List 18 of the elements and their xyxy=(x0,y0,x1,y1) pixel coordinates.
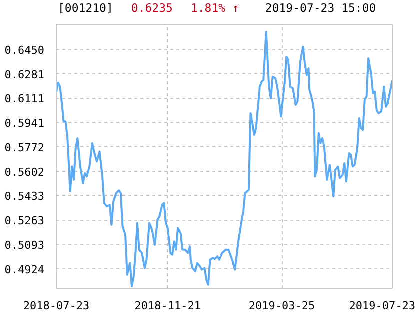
y-tick-label: 0.6450 xyxy=(4,44,45,58)
x-tick-label: 2019-03-25 xyxy=(248,300,316,312)
y-tick-label: 0.6281 xyxy=(4,68,45,82)
y-tick-label: 0.5433 xyxy=(4,190,45,204)
y-tick-label: 0.6111 xyxy=(4,92,45,106)
x-tick-label: 2018-07-23 xyxy=(23,300,90,312)
chart-title: [001210] xyxy=(58,1,114,15)
text: 2019-07-23 15:00 xyxy=(265,1,376,15)
y-tick-label: 0.5941 xyxy=(4,117,45,130)
y-tick-label: 0.5093 xyxy=(4,239,45,252)
text: 0.6235 xyxy=(131,1,173,15)
x-tick-label: 2018-11-21 xyxy=(134,300,202,312)
x-tick-label: 2019-07-23 xyxy=(349,300,415,312)
y-tick-label: 0.4924 xyxy=(4,263,45,276)
y-tick-label: 0.5602 xyxy=(4,166,45,179)
text: 1.81% ↑ xyxy=(190,1,240,15)
y-tick-label: 0.5263 xyxy=(4,214,45,228)
y-tick-label: 0.5772 xyxy=(4,141,45,154)
